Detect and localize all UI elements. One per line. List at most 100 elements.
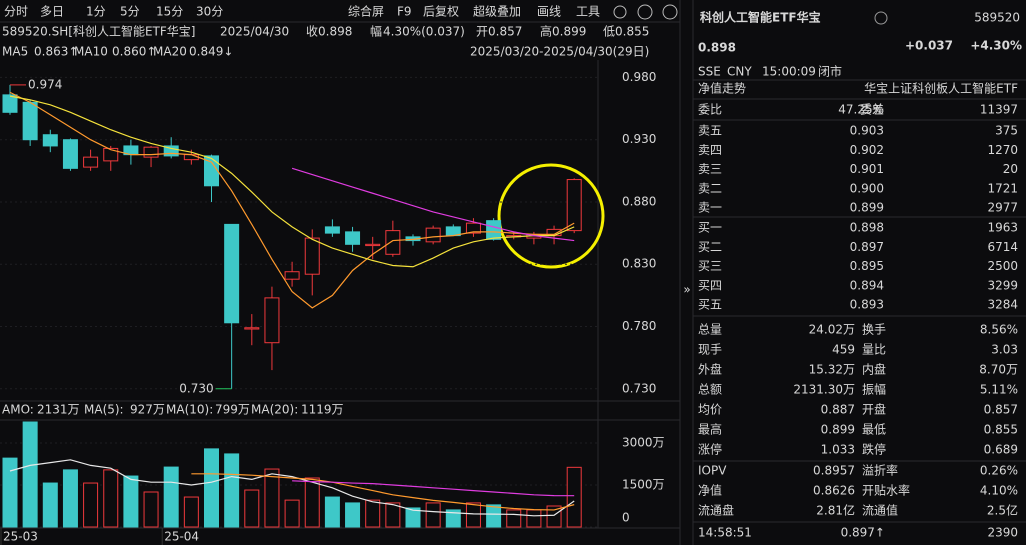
stat-label: 均价: [698, 403, 722, 417]
book-price: 0.898: [850, 221, 884, 235]
x-tick-label: 25-03: [3, 530, 38, 544]
toolbar-button[interactable]: F9: [397, 5, 412, 19]
legend-value: 0.860↑: [112, 45, 156, 59]
volume-bar: [244, 489, 260, 528]
stat-label: 最高: [698, 422, 722, 437]
y-tick-label: 0: [622, 511, 630, 525]
stat-value: 459: [832, 343, 855, 357]
volume-bar: [143, 491, 159, 528]
stat-label: 流通值: [862, 503, 898, 518]
toolbar-button[interactable]: 工具: [576, 5, 600, 19]
volume-bar: [566, 466, 582, 528]
security-code: 589520: [974, 11, 1020, 25]
book-level: 卖五: [698, 124, 722, 138]
label: 委比: [698, 103, 722, 117]
stat-label: 溢折率: [862, 463, 898, 478]
quote-meta: 15:00:09: [762, 65, 816, 79]
book-volume: 2977: [987, 201, 1018, 215]
y-tick-label: 0.830: [622, 257, 656, 271]
nav-trend[interactable]: 净值走势: [698, 81, 746, 96]
candle-body: [183, 154, 199, 161]
volume-bar: [284, 499, 300, 528]
book-price: 0.894: [850, 278, 884, 292]
stat-value: 0.887: [821, 403, 855, 417]
volume-bar: [304, 477, 320, 528]
stat-label: 量比: [862, 343, 886, 357]
y-tick-label: 0.980: [622, 70, 656, 84]
book-price: 0.893: [850, 298, 884, 312]
book-price: 0.902: [850, 143, 884, 157]
volume-bar: [425, 502, 441, 528]
highlight-circle: [497, 163, 605, 269]
full-name: 华宝上证科创板人工智能ETF: [864, 81, 1018, 96]
stat-label: 总额: [698, 383, 722, 397]
book-volume: 2500: [987, 259, 1018, 273]
stat-label: 现手: [698, 343, 722, 357]
stat-value: 8.56%: [980, 323, 1018, 337]
security-name: 科创人工智能ETF华宝: [700, 10, 821, 25]
y-tick-label: 1500万: [622, 478, 665, 492]
toolbar-button[interactable]: 后复权: [423, 5, 459, 19]
candle-body: [163, 145, 179, 157]
toolbar-button[interactable]: 分时: [4, 5, 28, 19]
annotation: 0.730: [179, 381, 213, 395]
ma-line: [291, 167, 575, 242]
candle-body: [465, 222, 481, 234]
toolbar-button[interactable]: 30分: [196, 5, 223, 19]
tick-time: 14:58:51: [698, 526, 752, 540]
stat-value: 2.5亿: [987, 503, 1018, 518]
volume-bar: [103, 469, 119, 528]
volume-bar: [445, 509, 461, 528]
toolbar-button[interactable]: 5分: [120, 5, 140, 19]
toolbar-button[interactable]: 画线: [537, 5, 561, 19]
volume-bar: [345, 502, 361, 528]
search-icon[interactable]: [662, 4, 678, 20]
stat-value: 0.855: [984, 423, 1018, 437]
info-close: 0.898: [318, 25, 352, 39]
collapse-button[interactable]: »: [683, 283, 690, 297]
quote-meta: 闭市: [818, 64, 842, 79]
volume-bar: [83, 482, 99, 528]
book-level: 卖二: [698, 181, 722, 195]
volume-bar: [486, 504, 502, 528]
book-level: 买四: [698, 278, 722, 292]
candle-body: [486, 220, 502, 240]
legend-name: MA20: [153, 45, 187, 59]
legend-value: 0.863↑: [34, 45, 78, 59]
toolbar-button[interactable]: 多日: [40, 5, 64, 19]
stat-label: IOPV: [698, 464, 727, 478]
volume-bar: [465, 502, 481, 528]
date-range: 2025/03/20-2025/04/30(29日): [470, 45, 649, 59]
toolbar-button[interactable]: 超级叠加: [473, 4, 521, 19]
stat-value: 0.857: [984, 403, 1018, 417]
stat-label: 流通盘: [698, 503, 734, 518]
legend-value: 927万: [130, 403, 165, 417]
toolbar-button[interactable]: 综合屏: [348, 4, 384, 19]
volume-bar: [22, 421, 38, 528]
price-change: +0.037: [905, 39, 953, 53]
volume-bar: [204, 448, 219, 528]
stat-label: 外盘: [698, 362, 722, 377]
book-volume: 375: [995, 124, 1018, 138]
stat-label: 总量: [698, 323, 722, 337]
stat-value: 0.899: [821, 423, 855, 437]
stat-label: 涨停: [698, 442, 722, 457]
quote-meta: CNY: [727, 65, 752, 79]
ma-line: [9, 95, 575, 268]
settings-icon[interactable]: [613, 5, 627, 19]
volume-bar: [365, 499, 381, 528]
stat-label: 内盘: [862, 362, 886, 377]
help-icon[interactable]: [637, 4, 653, 20]
toolbar-button[interactable]: 15分: [156, 5, 183, 19]
candle-body: [204, 155, 219, 187]
info-change: 4.30%(0.037): [383, 25, 465, 39]
ma-line: [292, 480, 575, 497]
stat-value: 8.70万: [979, 363, 1018, 377]
volume-bar: [324, 496, 340, 528]
book-price: 0.901: [850, 162, 884, 176]
stat-label: 振幅: [862, 382, 886, 397]
info-change-label: 幅: [370, 24, 382, 39]
info-icon[interactable]: [874, 11, 888, 25]
book-volume: 1721: [987, 181, 1018, 195]
toolbar-button[interactable]: 1分: [86, 5, 106, 19]
